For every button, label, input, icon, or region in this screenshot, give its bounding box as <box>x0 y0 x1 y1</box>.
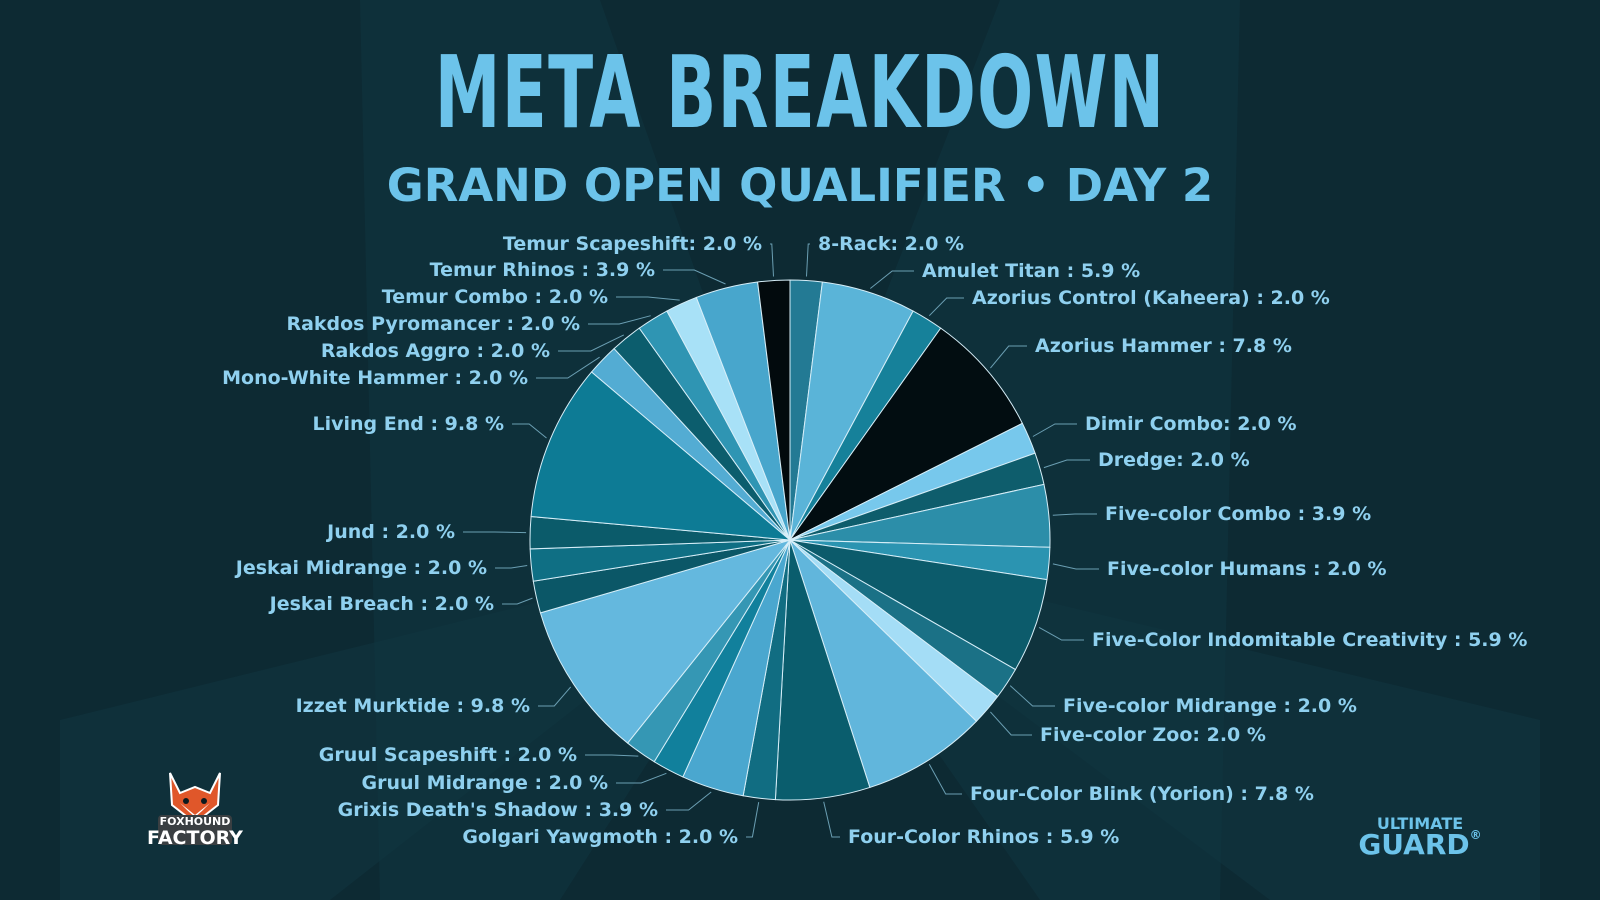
slice-label: Temur Scapeshift: 2.0 % <box>503 233 762 255</box>
leader-line <box>1038 626 1084 641</box>
ultimate-guard-logo: ULTIMATE GUARD® <box>1355 814 1495 864</box>
slice-label: Five-Color Indomitable Creativity : 5.9 … <box>1092 629 1527 651</box>
leader-lines <box>463 243 1099 838</box>
leader-line <box>1032 423 1077 437</box>
fox-mascot-icon <box>158 772 232 845</box>
leader-line <box>1009 685 1055 707</box>
slice-labels: 8-Rack: 2.0 % Amulet Titan : 5.9 % Azorius… <box>222 233 1527 848</box>
slice-label: Living End : 9.8 % <box>312 413 504 435</box>
logo-left-top-text: FOXHOUND <box>159 815 231 828</box>
leader-line <box>1052 513 1097 516</box>
slice-label: Gruul Scapeshift : 2.0 % <box>319 744 577 766</box>
leader-line <box>502 597 533 605</box>
slice-label: 8-Rack: 2.0 % <box>818 233 964 255</box>
slice-label: Temur Combo : 2.0 % <box>382 286 608 308</box>
slice-label: Azorius Hammer : 7.8 % <box>1035 335 1292 357</box>
leader-line <box>512 423 547 439</box>
leader-line <box>806 243 810 277</box>
logo-right-word: GUARD <box>1358 828 1470 861</box>
slice-label: Five-color Combo : 3.9 % <box>1105 503 1371 525</box>
pie-slice <box>789 327 1024 541</box>
leader-line <box>463 531 527 534</box>
slice-label: Rakdos Aggro : 2.0 % <box>321 340 550 362</box>
slice-label: Gruul Midrange : 2.0 % <box>361 772 608 794</box>
leader-line <box>869 270 914 289</box>
leader-line <box>990 711 1032 736</box>
slice-label: Four-Color Blink (Yorion) : 7.8 % <box>970 783 1314 805</box>
slice-label: Five-color Midrange : 2.0 % <box>1063 695 1357 717</box>
leader-line <box>536 356 600 379</box>
page-subtitle: GRAND OPEN QUALIFIER • DAY 2 <box>386 159 1214 212</box>
page-title: META BREAKDOWN <box>434 34 1166 151</box>
slice-label: Amulet Titan : 5.9 % <box>922 260 1140 282</box>
leader-line <box>616 772 667 784</box>
leader-line <box>928 297 964 317</box>
logo-right-bottom-text: GUARD® <box>1355 828 1485 861</box>
foxhound-factory-logo: FOXHOUND FACTORY <box>140 765 250 860</box>
leader-line <box>663 269 726 285</box>
leader-line <box>495 565 528 569</box>
slice-label: Mono-White Hammer : 2.0 % <box>222 367 528 389</box>
slice-label: Five-color Zoo: 2.0 % <box>1040 724 1266 746</box>
leader-line <box>558 334 625 352</box>
pie-slice <box>789 539 978 789</box>
leader-line <box>538 686 572 707</box>
leader-line <box>1052 563 1099 570</box>
slice-label: Grixis Death's Shadow : 3.9 % <box>338 799 658 821</box>
slice-label: Rakdos Pyromancer : 2.0 % <box>286 313 580 335</box>
slice-label: Azorius Control (Kaheera) : 2.0 % <box>972 287 1330 309</box>
leader-line <box>746 802 760 838</box>
leader-line <box>990 345 1027 369</box>
slice-label: Izzet Murktide : 9.8 % <box>296 695 530 717</box>
slice-label: Five-color Humans : 2.0 % <box>1107 558 1387 580</box>
slice-label: Dimir Combo: 2.0 % <box>1085 413 1297 435</box>
leader-line <box>616 296 680 301</box>
slice-label: Jund : 2.0 % <box>325 521 455 543</box>
slice-label: Dredge: 2.0 % <box>1098 449 1250 471</box>
slice-label: Jeskai Midrange : 2.0 % <box>234 557 487 579</box>
leader-line <box>770 243 774 277</box>
leader-line <box>588 315 651 325</box>
leader-line <box>823 801 840 838</box>
logo-right-top-text: ULTIMATE <box>1376 814 1464 833</box>
slice-label: Golgari Yawgmoth : 2.0 % <box>462 826 738 848</box>
pie-slices <box>529 279 1051 801</box>
pie-slice <box>757 279 791 541</box>
slice-label: Four-Color Rhinos : 5.9 % <box>848 826 1119 848</box>
pie-slice <box>539 539 792 744</box>
leader-line <box>928 764 962 795</box>
pie-slice <box>530 371 792 541</box>
leader-line <box>585 754 639 757</box>
registered-mark: ® <box>1469 828 1482 842</box>
leader-line <box>1043 459 1090 469</box>
slice-label: Temur Rhinos : 3.9 % <box>430 259 655 281</box>
logo-left-bottom-text: FACTORY <box>147 827 243 849</box>
leader-line <box>666 791 712 811</box>
slice-label: Jeskai Breach : 2.0 % <box>268 593 494 615</box>
